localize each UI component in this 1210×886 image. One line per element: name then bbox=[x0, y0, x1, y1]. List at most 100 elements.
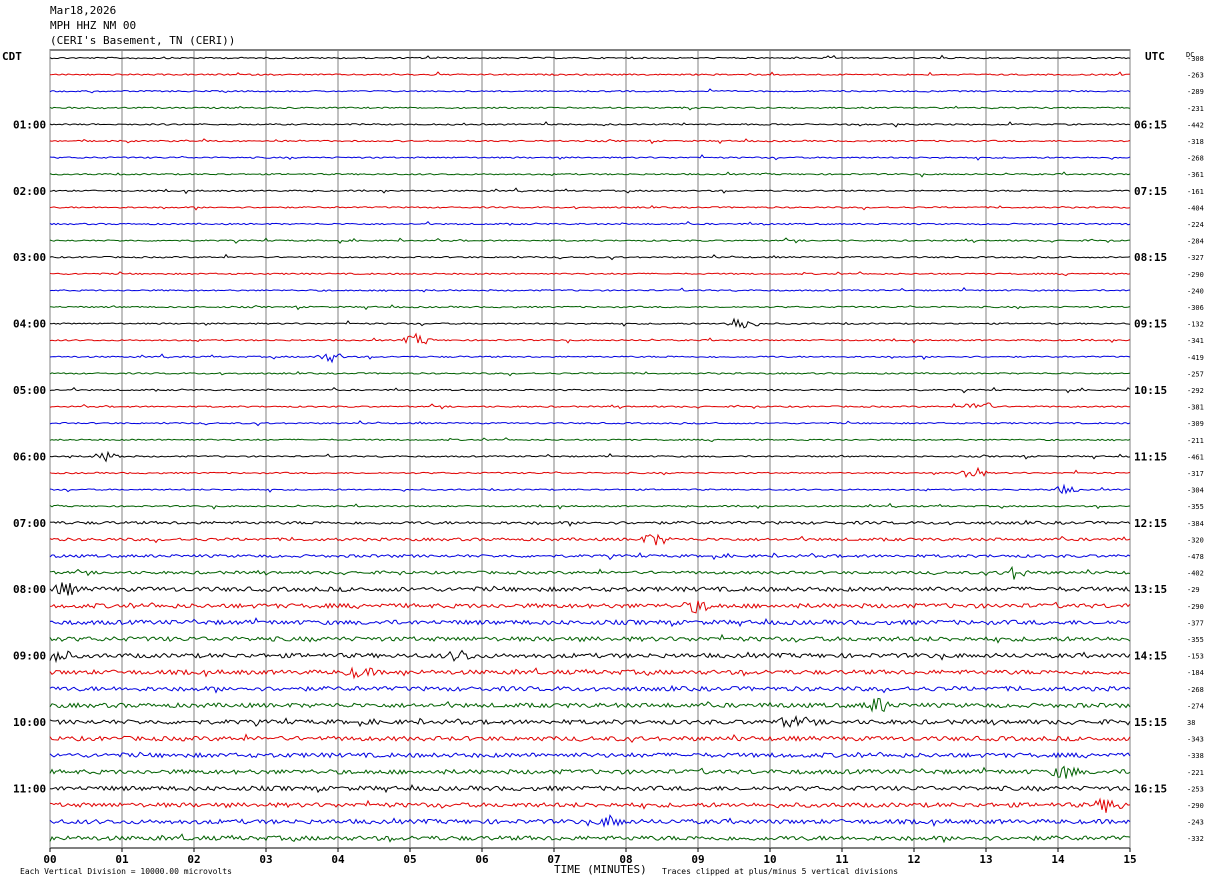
x-tick-label: 09 bbox=[691, 853, 704, 866]
x-tick-label: 15 bbox=[1123, 853, 1136, 866]
dc-offset-label: -290 bbox=[1187, 802, 1204, 810]
x-tick-label: 13 bbox=[979, 853, 992, 866]
seismic-trace bbox=[49, 154, 1131, 161]
seismic-trace bbox=[49, 386, 1131, 394]
left-hour-label: 04:00 bbox=[13, 318, 46, 331]
seismic-trace bbox=[49, 138, 1131, 145]
left-hour-label: 08:00 bbox=[13, 583, 46, 596]
dc-offset-label: -29 bbox=[1187, 586, 1200, 594]
dc-offset-label: -184 bbox=[1187, 669, 1204, 677]
seismic-trace bbox=[49, 833, 1131, 844]
dc-offset-label: -253 bbox=[1187, 785, 1204, 793]
x-tick-label: 14 bbox=[1051, 853, 1065, 866]
dc-offset-label: -308 bbox=[1187, 55, 1204, 63]
seismic-trace bbox=[49, 715, 1131, 729]
seismic-trace bbox=[49, 437, 1131, 443]
right-timezone-label: UTC bbox=[1145, 50, 1165, 63]
seismic-trace bbox=[49, 697, 1131, 713]
x-axis-title: TIME (MINUTES) bbox=[554, 863, 647, 876]
dc-offset-label: -377 bbox=[1187, 619, 1204, 627]
dc-offset-label: -132 bbox=[1187, 321, 1204, 329]
dc-offset-label: -289 bbox=[1187, 88, 1204, 96]
seismic-trace bbox=[49, 253, 1131, 261]
plot-frame bbox=[49, 49, 1131, 849]
left-hour-label: 11:00 bbox=[13, 782, 46, 795]
seismic-trace bbox=[49, 237, 1131, 245]
left-hour-label: 02:00 bbox=[13, 185, 46, 198]
dc-offset-label: -221 bbox=[1187, 769, 1204, 777]
seismic-trace bbox=[49, 784, 1131, 794]
x-tick-label: 06 bbox=[475, 853, 489, 866]
dc-offset-label: -304 bbox=[1187, 487, 1204, 495]
seismic-trace bbox=[49, 519, 1131, 527]
seismic-trace bbox=[49, 666, 1131, 680]
x-tick-label: 07 bbox=[547, 853, 560, 866]
dc-offset-label: -240 bbox=[1187, 287, 1204, 295]
dc-offset-label: -461 bbox=[1187, 453, 1204, 461]
dc-offset-label: -442 bbox=[1187, 121, 1204, 129]
x-tick-label: 05 bbox=[403, 853, 416, 866]
dc-offset-label: -292 bbox=[1187, 387, 1204, 395]
seismic-trace bbox=[49, 617, 1131, 628]
right-hour-label: 06:15 bbox=[1134, 118, 1167, 131]
x-tick-label: 03 bbox=[259, 853, 272, 866]
dc-offset-label: -153 bbox=[1187, 653, 1204, 661]
scale-note: Each Vertical Division = 10000.00 microv… bbox=[20, 867, 232, 876]
right-hour-label: 14:15 bbox=[1134, 650, 1167, 663]
seismic-trace bbox=[49, 733, 1131, 744]
dc-offset-label: -338 bbox=[1187, 752, 1204, 760]
left-hour-label: 01:00 bbox=[13, 118, 46, 131]
seismic-trace bbox=[49, 797, 1131, 813]
seismic-trace bbox=[49, 317, 1131, 329]
seismic-trace bbox=[49, 204, 1131, 211]
seismic-trace bbox=[49, 402, 1130, 410]
dc-offset-label: -355 bbox=[1187, 503, 1204, 511]
right-hour-label: 10:15 bbox=[1134, 384, 1167, 397]
dc-offset-label: -318 bbox=[1187, 138, 1204, 146]
right-hour-label: 11:15 bbox=[1134, 450, 1167, 463]
x-tick-label: 02 bbox=[187, 853, 200, 866]
left-hour-label: 07:00 bbox=[13, 517, 46, 530]
dc-offset-label: -402 bbox=[1187, 570, 1204, 578]
dc-offset-label: -243 bbox=[1187, 819, 1204, 827]
x-tick-label: 10 bbox=[763, 853, 776, 866]
x-tick-label: 11 bbox=[835, 853, 849, 866]
seismic-trace bbox=[49, 121, 1131, 128]
seismic-trace bbox=[49, 420, 1131, 427]
header-date: Mar18,2026 bbox=[50, 4, 117, 17]
seismic-trace bbox=[49, 502, 1131, 510]
dc-offset-label: -332 bbox=[1187, 835, 1204, 843]
seismic-trace bbox=[49, 814, 1131, 828]
dc-offset-label: -361 bbox=[1187, 171, 1204, 179]
seismic-trace bbox=[49, 633, 1131, 644]
dc-offset-label: -384 bbox=[1187, 520, 1204, 528]
dc-offset-label: -341 bbox=[1187, 337, 1204, 345]
seismic-trace bbox=[49, 552, 1131, 561]
seismic-trace bbox=[49, 483, 1131, 495]
left-timezone-label: CDT bbox=[2, 50, 22, 63]
dc-offset-label: 38 bbox=[1187, 719, 1195, 727]
left-hour-label: 03:00 bbox=[13, 251, 46, 264]
dc-offset-label: -355 bbox=[1187, 636, 1204, 644]
x-tick-label: 04 bbox=[331, 853, 345, 866]
seismic-trace bbox=[49, 450, 1131, 463]
x-tick-label: 01 bbox=[115, 853, 129, 866]
seismic-trace bbox=[49, 220, 1131, 226]
seismic-trace bbox=[49, 582, 1131, 596]
dc-offset-label: -290 bbox=[1187, 603, 1204, 611]
seismic-trace bbox=[49, 187, 1131, 195]
left-hour-label: 09:00 bbox=[13, 650, 46, 663]
right-hour-label: 15:15 bbox=[1134, 716, 1167, 729]
dc-offset-label: -263 bbox=[1187, 72, 1204, 80]
seismic-trace bbox=[49, 649, 1131, 664]
dc-offset-label: -419 bbox=[1187, 354, 1204, 362]
x-tick-label: 00 bbox=[43, 853, 56, 866]
left-hour-label: 06:00 bbox=[13, 450, 46, 463]
seismic-trace bbox=[49, 684, 1131, 694]
clip-note: Traces clipped at plus/minus 5 vertical … bbox=[662, 867, 899, 876]
x-tick-label: 12 bbox=[907, 853, 920, 866]
dc-offset-label: -343 bbox=[1187, 736, 1204, 744]
dc-offset-label: -320 bbox=[1187, 536, 1204, 544]
dc-offset-label: -381 bbox=[1187, 404, 1204, 412]
seismic-trace bbox=[49, 304, 1131, 311]
